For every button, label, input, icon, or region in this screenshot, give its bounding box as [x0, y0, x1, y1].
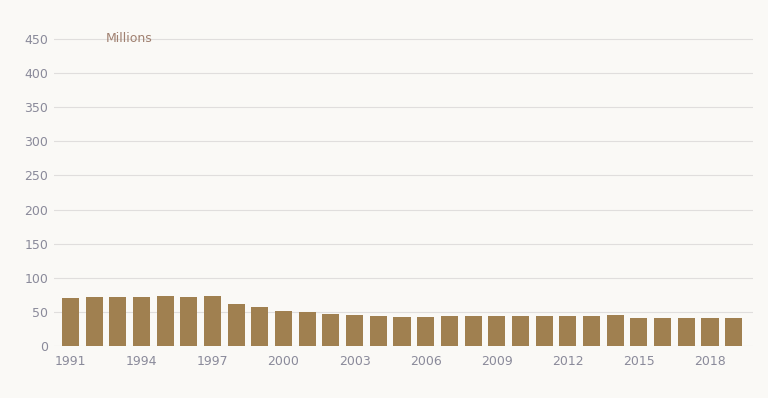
Bar [61, 298, 79, 346]
Bar [488, 316, 505, 346]
Bar [654, 318, 671, 346]
Bar [227, 304, 245, 346]
Bar [535, 316, 553, 346]
Bar [725, 318, 742, 346]
Bar [512, 316, 529, 346]
Bar [275, 311, 292, 346]
Bar [607, 315, 624, 346]
Bar [346, 315, 363, 346]
Bar [323, 314, 339, 346]
Bar [85, 297, 103, 346]
Bar [417, 317, 434, 346]
Bar [559, 316, 576, 346]
Bar [370, 316, 387, 346]
Bar [393, 317, 411, 346]
Bar [157, 296, 174, 346]
Bar [631, 318, 647, 346]
Bar [204, 296, 221, 346]
Text: Millions: Millions [106, 32, 153, 45]
Bar [251, 307, 268, 346]
Bar [180, 297, 197, 346]
Bar [701, 318, 719, 346]
Bar [133, 297, 150, 346]
Bar [465, 316, 482, 346]
Bar [678, 318, 695, 346]
Bar [299, 312, 316, 346]
Bar [441, 316, 458, 346]
Bar [583, 316, 600, 346]
Bar [109, 297, 126, 346]
